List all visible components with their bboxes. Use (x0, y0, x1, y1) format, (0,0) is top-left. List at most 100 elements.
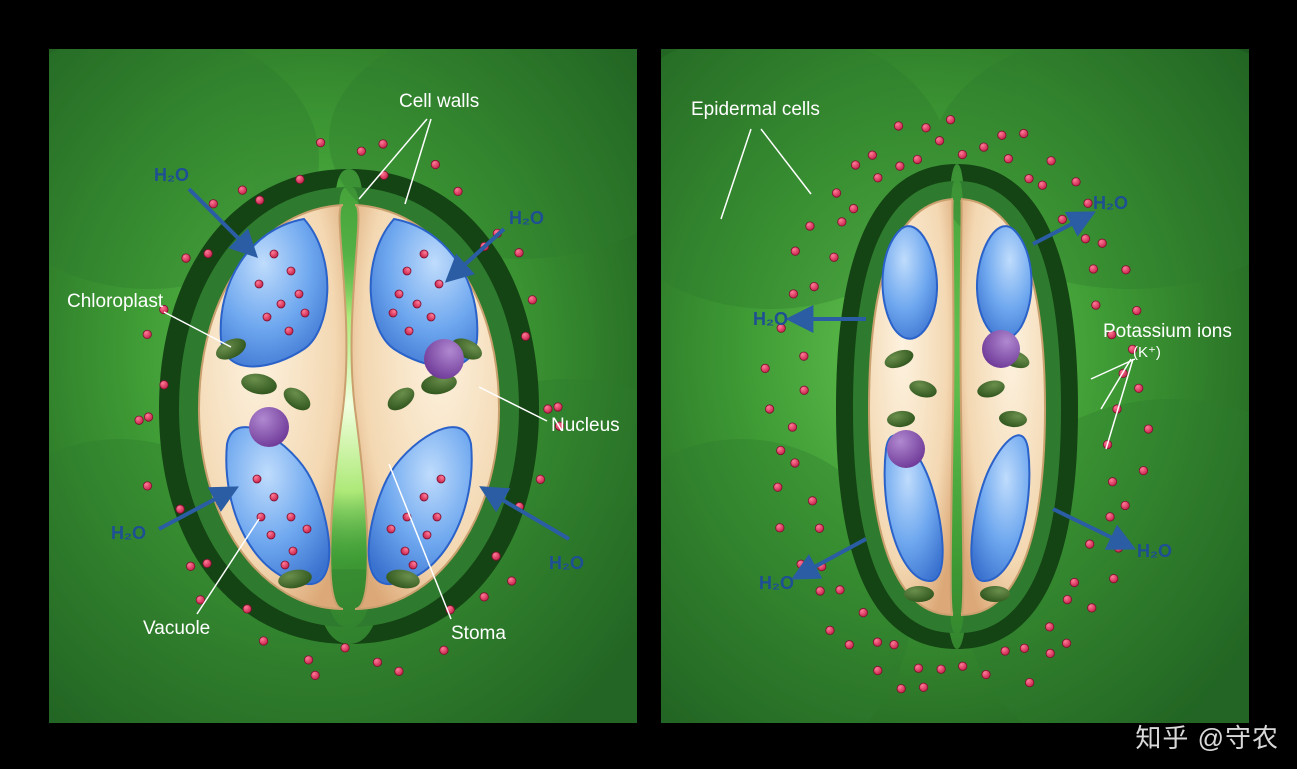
potassium-ion (1025, 678, 1033, 686)
potassium-ion (873, 638, 881, 646)
potassium-ion (897, 684, 905, 692)
potassium-ion (182, 254, 190, 262)
potassium-ion (304, 656, 312, 664)
potassium-ion (890, 640, 898, 648)
potassium-ion (1114, 544, 1122, 552)
potassium-ion (896, 162, 904, 170)
potassium-ion (373, 658, 381, 666)
potassium-ion (515, 249, 523, 257)
potassium-ion (267, 531, 275, 539)
potassium-ion (259, 637, 267, 645)
potassium-ion (395, 667, 403, 675)
potassium-ion (980, 143, 988, 151)
potassium-ion (403, 267, 411, 275)
potassium-ion (1046, 649, 1054, 657)
potassium-ion (401, 547, 409, 555)
potassium-ion (874, 666, 882, 674)
potassium-ion (544, 405, 552, 413)
potassium-ion (874, 174, 882, 182)
potassium-ion (982, 670, 990, 678)
potassium-ion (289, 547, 297, 555)
potassium-ion (186, 562, 194, 570)
potassium-ion (946, 115, 954, 123)
potassium-ion (423, 531, 431, 539)
potassium-ion (420, 493, 428, 501)
potassium-ion (808, 497, 816, 505)
potassium-ion (427, 313, 435, 321)
potassium-ion (894, 122, 902, 130)
potassium-ion (1108, 478, 1116, 486)
stoma-open-svg: H₂O H₂O H₂O H₂O Cell walls Chloroplast N… (49, 49, 637, 723)
potassium-ion (435, 280, 443, 288)
potassium-ion (296, 175, 304, 183)
potassium-ion (420, 250, 428, 258)
potassium-ion (440, 646, 448, 654)
potassium-ion (849, 204, 857, 212)
potassium-ion (958, 662, 966, 670)
potassium-ion (295, 290, 303, 298)
potassium-ion (868, 151, 876, 159)
potassium-ion (958, 150, 966, 158)
potassium-ion (937, 665, 945, 673)
potassium-ion (357, 147, 365, 155)
potassium-ion (263, 313, 271, 321)
potassium-ion (528, 296, 536, 304)
potassium-ion (492, 552, 500, 560)
potassium-ion (413, 300, 421, 308)
potassium-ion (143, 330, 151, 338)
potassium-ion (1004, 155, 1012, 163)
potassium-ion (1109, 574, 1117, 582)
potassium-ion (243, 605, 251, 613)
potassium-ion (311, 671, 319, 679)
potassium-ion (1144, 425, 1152, 433)
label-stoma: Stoma (451, 623, 506, 644)
potassium-ion (913, 155, 921, 163)
potassium-ion (1092, 301, 1100, 309)
panel-stoma-closed: H₂O H₂O H₂O H₂O Epidermal cells Potassiu… (660, 48, 1250, 724)
label-epidermal: Epidermal cells (691, 99, 820, 120)
potassium-ion (789, 290, 797, 298)
stoma-closed-svg: H₂O H₂O H₂O H₂O Epidermal cells Potassiu… (661, 49, 1249, 723)
potassium-ion (433, 513, 441, 521)
potassium-ion (1121, 501, 1129, 509)
potassium-ion (1081, 235, 1089, 243)
potassium-ion (1058, 215, 1066, 223)
potassium-ion (508, 577, 516, 585)
potassium-ion (277, 300, 285, 308)
potassium-ion (765, 405, 773, 413)
potassium-ion (203, 559, 211, 567)
potassium-ion (815, 524, 823, 532)
h2o-label: H₂O (154, 165, 189, 185)
potassium-ion (379, 140, 387, 148)
potassium-ion (776, 524, 784, 532)
potassium-ion (1063, 595, 1071, 603)
potassium-ion (914, 664, 922, 672)
label-nucleus: Nucleus (551, 415, 620, 436)
label-potassium-sub: (K⁺) (1133, 344, 1161, 361)
h2o-label: H₂O (509, 208, 544, 228)
potassium-ion (144, 413, 152, 421)
potassium-ion (935, 137, 943, 145)
potassium-ion (919, 683, 927, 691)
potassium-ion (176, 505, 184, 513)
potassium-ion (998, 131, 1006, 139)
potassium-ion (838, 218, 846, 226)
potassium-ion (791, 459, 799, 467)
potassium-ion (480, 593, 488, 601)
potassium-ion (431, 160, 439, 168)
potassium-ion (1070, 578, 1078, 586)
potassium-ion (797, 560, 805, 568)
potassium-ion (836, 586, 844, 594)
potassium-ion (1020, 644, 1028, 652)
potassium-ion (832, 189, 840, 197)
potassium-ion (270, 250, 278, 258)
label-chloroplast: Chloroplast (67, 291, 164, 312)
stage: H₂O H₂O H₂O H₂O Cell walls Chloroplast N… (0, 0, 1297, 769)
potassium-ion (287, 513, 295, 521)
potassium-ion (845, 641, 853, 649)
potassium-ion (816, 587, 824, 595)
potassium-ion (454, 187, 462, 195)
potassium-ion (922, 124, 930, 132)
potassium-ion (281, 561, 289, 569)
potassium-ion (830, 253, 838, 261)
